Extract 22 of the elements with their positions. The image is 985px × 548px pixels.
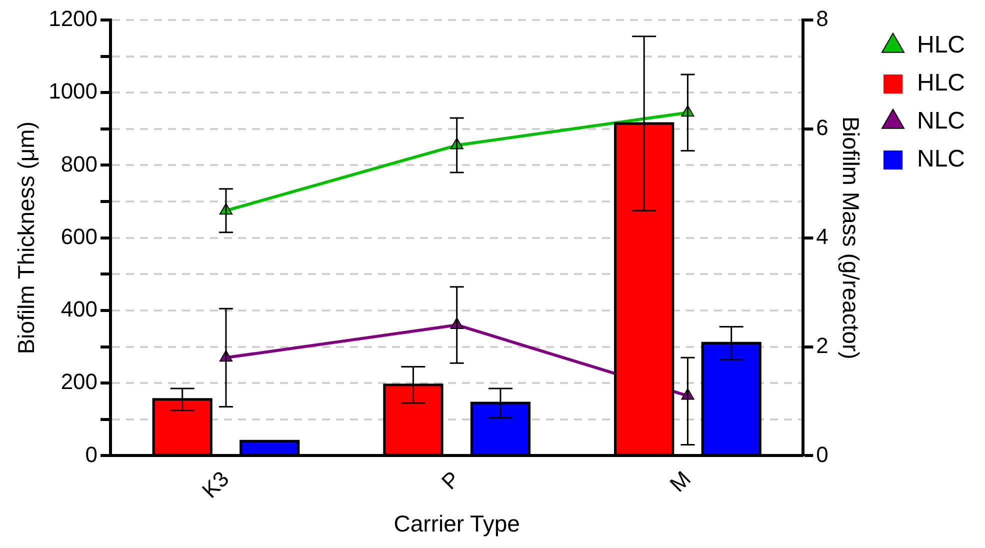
y-tick-label: 400 xyxy=(60,296,98,322)
y2-tick-label: 8 xyxy=(816,6,828,32)
y-tick-label: 200 xyxy=(60,369,98,394)
y-tick-label: 1200 xyxy=(48,6,98,32)
y-tick-label: 0 xyxy=(85,442,98,467)
legend-label: NLC xyxy=(916,146,966,173)
y2-tick-label: 2 xyxy=(816,332,828,358)
x-tick-label: K3 xyxy=(197,466,234,503)
y2-tick-label: 0 xyxy=(816,442,828,467)
x-tick-label: M xyxy=(664,466,696,497)
y2-tick-label: 6 xyxy=(816,114,828,140)
y-tick-label: 1000 xyxy=(48,78,98,104)
legend-label: HLC xyxy=(916,70,966,97)
legend-label: NLC xyxy=(916,108,966,135)
y-tick-label: 800 xyxy=(60,151,98,176)
y2-tick-label: 4 xyxy=(816,224,828,249)
y-tick-label: 600 xyxy=(60,224,98,249)
x-axis-title: Carrier Type xyxy=(394,510,520,537)
legend-label: HLC xyxy=(916,32,966,59)
y2-axis-title: Biofilm Mass (g/reactor) xyxy=(838,116,864,360)
x-tick-label: P xyxy=(436,466,465,494)
y-axis-title: Biofilm Thickness (μm) xyxy=(13,122,40,354)
